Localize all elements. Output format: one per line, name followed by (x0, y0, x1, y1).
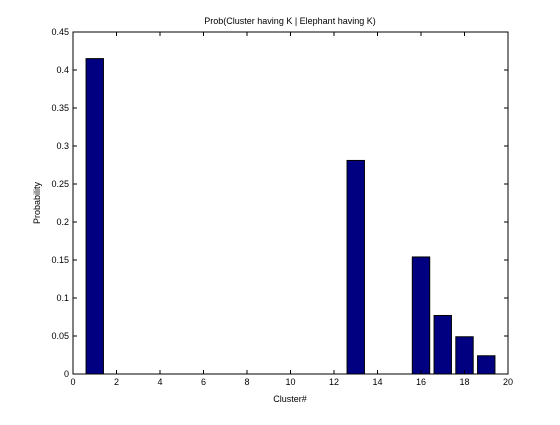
y-axis-label: Probability (32, 181, 42, 224)
y-tick-label: 0.3 (56, 141, 69, 151)
x-tick-label: 16 (416, 377, 426, 387)
x-tick-label: 8 (244, 377, 249, 387)
x-tick-label: 10 (285, 377, 295, 387)
bar-cluster-19 (477, 355, 496, 375)
bar-cluster-16 (411, 256, 431, 375)
bars-group (85, 58, 496, 375)
bar-cluster-13 (346, 159, 365, 375)
x-tick-label: 2 (114, 377, 119, 387)
x-tick-label: 20 (503, 377, 513, 387)
bar-cluster-17 (433, 314, 452, 375)
chart-title: Prob(Cluster having K | Elephant having … (204, 16, 375, 26)
x-axis-label: Cluster# (273, 394, 307, 404)
x-tick-label: 12 (329, 377, 339, 387)
bar-cluster-18 (455, 336, 474, 375)
y-tick-label: 0.05 (51, 331, 69, 341)
x-tick-label: 0 (70, 377, 75, 387)
x-ticks-group: 0 2 4 6 8 10 12 14 16 18 20 (70, 32, 513, 387)
y-tick-label: 0.45 (51, 27, 69, 37)
y-tick-label: 0.25 (51, 179, 69, 189)
y-tick-label: 0.35 (51, 103, 69, 113)
y-tick-label: 0.2 (56, 217, 69, 227)
y-tick-label: 0 (64, 369, 69, 379)
y-tick-label: 0.15 (51, 255, 69, 265)
x-tick-label: 4 (157, 377, 162, 387)
x-tick-label: 14 (372, 377, 382, 387)
y-ticks-group: 0 0.05 0.1 0.15 0.2 0.25 0.3 0.35 0.4 0.45 (51, 27, 508, 379)
x-tick-label: 18 (459, 377, 469, 387)
bar-cluster-1 (85, 58, 104, 375)
y-tick-label: 0.1 (56, 293, 69, 303)
x-tick-label: 6 (201, 377, 206, 387)
y-tick-label: 0.4 (56, 65, 69, 75)
